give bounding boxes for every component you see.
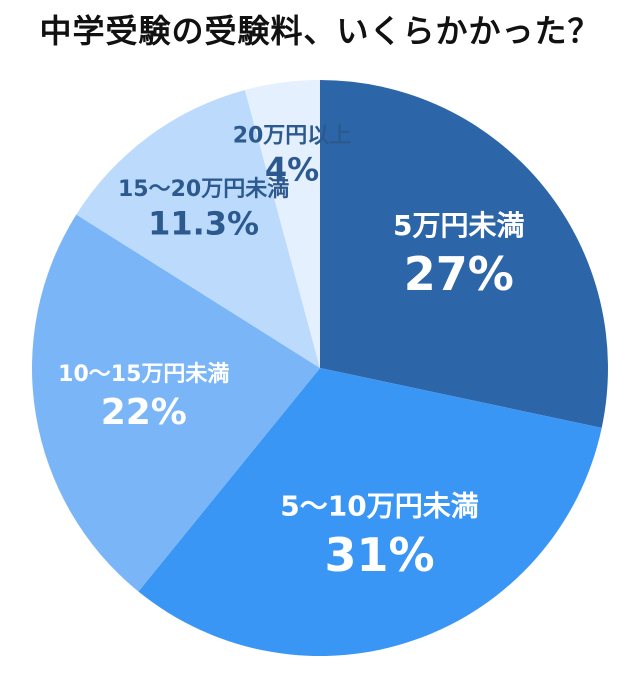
chart-title: 中学受験の受験料、いくらかかった？ xyxy=(39,12,601,50)
slice-label-4: 15〜20万円未満 xyxy=(118,176,289,202)
slice-label-5: 20万円以上 xyxy=(233,123,352,148)
pie-slice-5 xyxy=(244,80,320,368)
pie-slice-3 xyxy=(32,214,320,592)
slice-value-3: 22% xyxy=(101,392,187,433)
slice-value-5: 4% xyxy=(265,151,319,189)
slice-label-1: 5万円未満 xyxy=(393,209,524,242)
pie-slices xyxy=(32,80,608,657)
pie-slice-4 xyxy=(76,89,320,369)
slice-value-4: 11.3% xyxy=(148,205,259,243)
pie-labels: 5万円未満 27% 5〜10万円未満 31% 10〜15万円未満 22% 15〜20万円未満… xyxy=(58,123,524,582)
slice-value-2: 31% xyxy=(324,528,434,582)
slice-label-3: 10〜15万円未満 xyxy=(58,361,229,387)
pie-slice-1 xyxy=(320,80,608,428)
slice-value-1: 27% xyxy=(404,247,514,301)
slice-label-2: 5〜10万円未満 xyxy=(280,490,478,523)
pie-slice-2 xyxy=(138,368,602,657)
